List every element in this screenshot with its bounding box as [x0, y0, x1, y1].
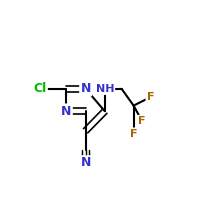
Text: F: F — [147, 92, 154, 102]
Text: F: F — [138, 116, 146, 126]
Text: F: F — [130, 129, 137, 139]
Text: N: N — [80, 156, 91, 170]
Text: NH: NH — [96, 84, 114, 94]
Text: N: N — [61, 105, 72, 118]
Text: N: N — [80, 82, 91, 95]
Text: Cl: Cl — [33, 82, 47, 95]
